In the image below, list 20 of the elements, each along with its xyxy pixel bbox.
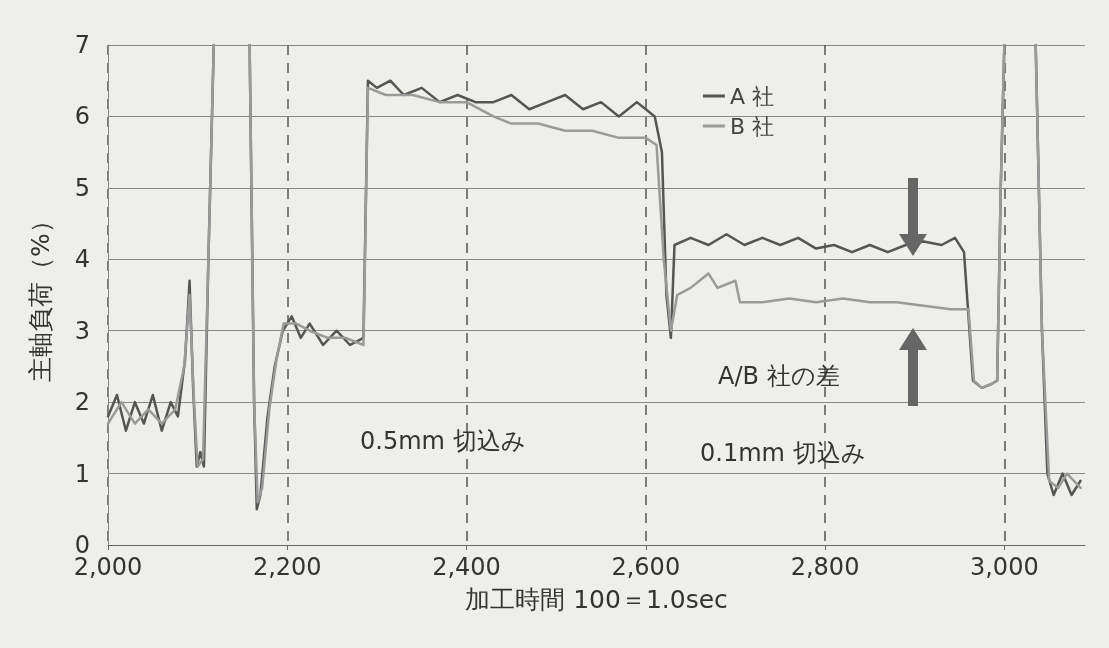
annotation: 0.1mm 切込み (700, 438, 866, 469)
y-tick-label: 5 (74, 173, 90, 202)
y-tick-label: 4 (74, 245, 90, 274)
y-tick-label: 1 (74, 459, 90, 488)
x-tick-label: 2,200 (252, 553, 322, 581)
annotation: A/B 社の差 (718, 361, 840, 392)
y-tick-label: 7 (74, 31, 90, 59)
y-tick-label: 6 (74, 102, 90, 131)
annotation: 0.5mm 切込み (360, 426, 526, 457)
y-axis-title: 主軸負荷（%） (26, 208, 55, 382)
x-tick-label: 2,000 (73, 553, 143, 581)
x-axis-title: 加工時間 100＝1.0sec (465, 585, 728, 614)
legend-label: A 社 (729, 83, 774, 109)
legend-label: B 社 (729, 113, 775, 139)
y-tick-label: 2 (74, 388, 90, 417)
x-tick-label: 2,400 (432, 553, 501, 581)
x-tick-label: 3,000 (969, 553, 1039, 581)
x-tick-label: 2,800 (790, 553, 860, 581)
x-tick-label: 2,600 (611, 553, 681, 581)
y-tick-label: 3 (74, 316, 90, 345)
